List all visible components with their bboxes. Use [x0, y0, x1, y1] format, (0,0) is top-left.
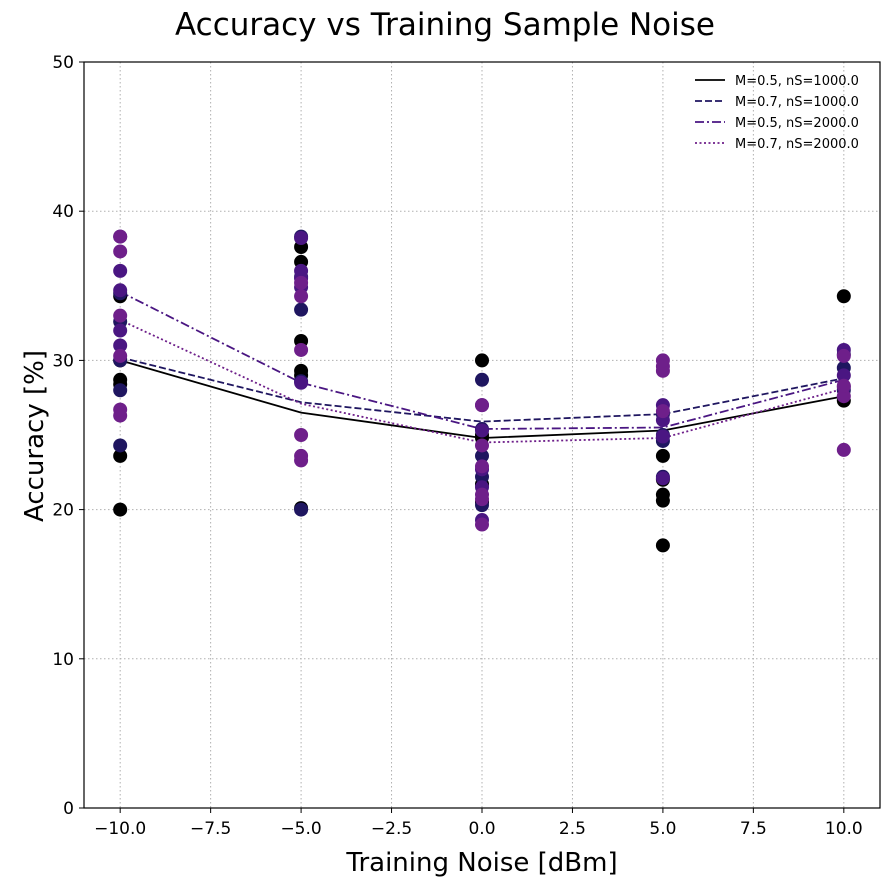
data-point-series-1 — [655, 487, 670, 502]
data-point-series-4 — [113, 229, 128, 244]
data-point-series-4 — [475, 487, 489, 502]
data-point-series-3 — [294, 263, 309, 278]
x-tick-label: −5.0 — [280, 819, 321, 839]
data-point-series-2 — [113, 438, 128, 453]
data-point-series-4 — [294, 289, 309, 304]
y-tick-label: 40 — [52, 202, 74, 222]
data-point-series-4 — [113, 244, 128, 259]
x-tick-label: 2.5 — [559, 819, 586, 839]
legend-label: M=0.5, nS=2000.0 — [735, 116, 859, 131]
legend-label: M=0.5, nS=1000.0 — [735, 74, 859, 89]
y-tick-label: 50 — [52, 53, 74, 73]
data-point-series-3 — [113, 283, 128, 298]
data-point-series-1 — [294, 363, 309, 378]
data-point-series-3 — [113, 323, 128, 338]
data-point-series-4 — [475, 438, 489, 453]
x-tick-label: −2.5 — [371, 819, 412, 839]
legend: M=0.5, nS=1000.0 M=0.7, nS=1000.0 M=0.5, n… — [695, 74, 859, 152]
y-tick-label: 20 — [52, 501, 74, 521]
x-tick-label: 5.0 — [649, 819, 676, 839]
data-point-series-3 — [655, 471, 670, 486]
data-point-series-4 — [836, 442, 851, 457]
data-point-series-1 — [113, 448, 128, 463]
data-point-series-4 — [113, 308, 128, 323]
data-point-series-3 — [655, 429, 670, 444]
y-tick-label: 10 — [52, 650, 74, 670]
data-point-series-2 — [475, 372, 489, 387]
data-point-series-4 — [836, 378, 851, 393]
data-point-series-4 — [836, 348, 851, 363]
mean-line-series-2 — [119, 356, 844, 423]
data-point-series-4 — [294, 275, 309, 290]
data-point-series-4 — [836, 389, 851, 404]
data-point-series-4 — [475, 398, 489, 413]
data-point-series-1 — [655, 538, 670, 553]
scatter-points — [113, 229, 851, 553]
data-point-series-1 — [655, 448, 670, 463]
data-point-series-3 — [294, 375, 309, 390]
data-point-series-2 — [294, 502, 309, 517]
data-point-series-1 — [113, 372, 128, 387]
data-point-series-4 — [294, 428, 309, 442]
data-point-series-4 — [475, 517, 489, 532]
data-point-series-3 — [836, 368, 851, 383]
legend-label: M=0.7, nS=2000.0 — [735, 137, 859, 152]
data-point-series-4 — [475, 459, 489, 474]
data-point-series-3 — [294, 231, 309, 246]
chart-title: Accuracy vs Training Sample Noise — [175, 7, 715, 43]
data-point-series-2 — [294, 302, 309, 317]
data-point-series-1 — [836, 289, 851, 304]
data-point-series-4 — [655, 353, 670, 368]
data-point-series-3 — [113, 338, 128, 353]
data-point-series-1 — [113, 502, 128, 517]
data-point-series-4 — [113, 348, 128, 363]
mean-line-series-3 — [119, 290, 845, 430]
y-axis-label: Accuracy [%] — [20, 350, 50, 522]
x-axis-label: Training Noise [dBm] — [345, 848, 617, 878]
data-point-series-4 — [113, 402, 128, 417]
data-point-series-3 — [113, 263, 128, 278]
data-point-series-4 — [294, 342, 309, 357]
x-tick-label: −10.0 — [94, 819, 146, 839]
legend-label: M=0.7, nS=1000.0 — [735, 95, 859, 110]
data-point-series-3 — [475, 423, 489, 438]
data-point-series-4 — [655, 404, 670, 419]
y-tick-label: 30 — [52, 351, 74, 371]
y-tick-label: 0 — [63, 799, 74, 819]
x-tick-label: −7.5 — [190, 819, 231, 839]
axis-ticks: −10.0 −7.5 −5.0 −2.5 0.0 2.5 5.0 7.5 10.0 0 10 20 30… — [52, 53, 862, 839]
data-point-series-2 — [113, 383, 128, 398]
data-point-series-1 — [475, 353, 489, 368]
x-tick-label: 10.0 — [825, 819, 863, 839]
x-tick-label: 7.5 — [740, 819, 767, 839]
x-tick-label: 0.0 — [468, 819, 495, 839]
data-point-series-4 — [294, 448, 309, 463]
plot-frame — [83, 61, 881, 809]
data-point-series-2 — [475, 448, 489, 463]
